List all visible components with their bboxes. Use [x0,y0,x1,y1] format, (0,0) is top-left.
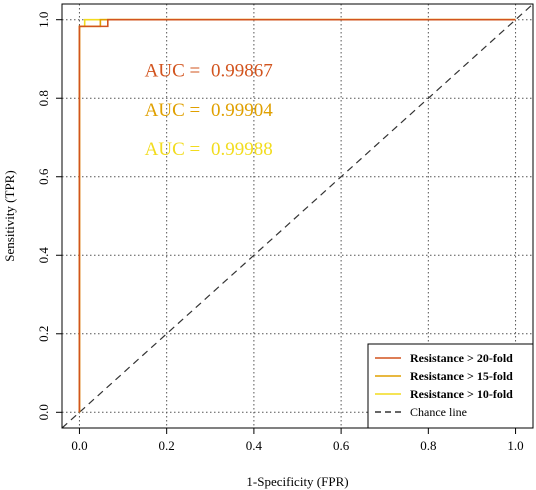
x-tick-label-1: 0.2 [159,438,175,453]
x-tick-label-2: 0.4 [246,438,263,453]
auc-annotation-label: AUC = [145,61,205,82]
auc-annotation-label: AUC = [145,139,205,160]
chance-line [61,3,534,429]
x-axis-label: 1-Specificity (FPR) [246,474,348,489]
x-axis: 0.0 0.2 0.4 0.6 0.8 1.0 [71,428,524,453]
y-axis: 0.0 0.2 0.4 0.6 0.8 1.0 [36,12,62,420]
chance-line-layer [61,3,534,429]
legend: Resistance > 20-fold Resistance > 15-fold… [367,343,534,429]
x-tick-label-0: 0.0 [71,438,87,453]
plot-frame [61,3,534,429]
y-axis-label: Sensitivity (TPR) [2,170,17,261]
series-layer [78,18,516,413]
auc-annotation-label: AUC = [145,100,205,121]
auc-annotation-0: AUC = 0.99867 [145,61,273,82]
legend-label-3: Chance line [410,405,467,419]
legend-label-2: Resistance > 10-fold [410,387,513,401]
y-tick-label-5: 1.0 [36,12,51,28]
x-tick-label-4: 0.8 [420,438,436,453]
auc-annotation-2: AUC = 0.99988 [145,139,273,160]
y-tick-label-3: 0.6 [36,168,51,185]
legend-label-1: Resistance > 15-fold [410,369,513,383]
y-tick-label-0: 0.0 [36,404,51,420]
x-tick-label-3: 0.6 [333,438,350,453]
y-tick-label-1: 0.2 [36,326,51,342]
auc-annotation-value: 0.99867 [211,61,273,82]
y-tick-label-2: 0.4 [36,247,51,264]
legend-label-0: Resistance > 20-fold [410,351,513,365]
roc-curve-resistance-20-fold [78,18,516,413]
x-tick-label-5: 1.0 [507,438,523,453]
y-tick-label-4: 0.8 [36,90,51,106]
auc-annotation-value: 0.99988 [211,139,273,160]
auc-annotation-1: AUC = 0.99904 [145,100,274,121]
auc-annotation-value: 0.99904 [211,100,273,121]
